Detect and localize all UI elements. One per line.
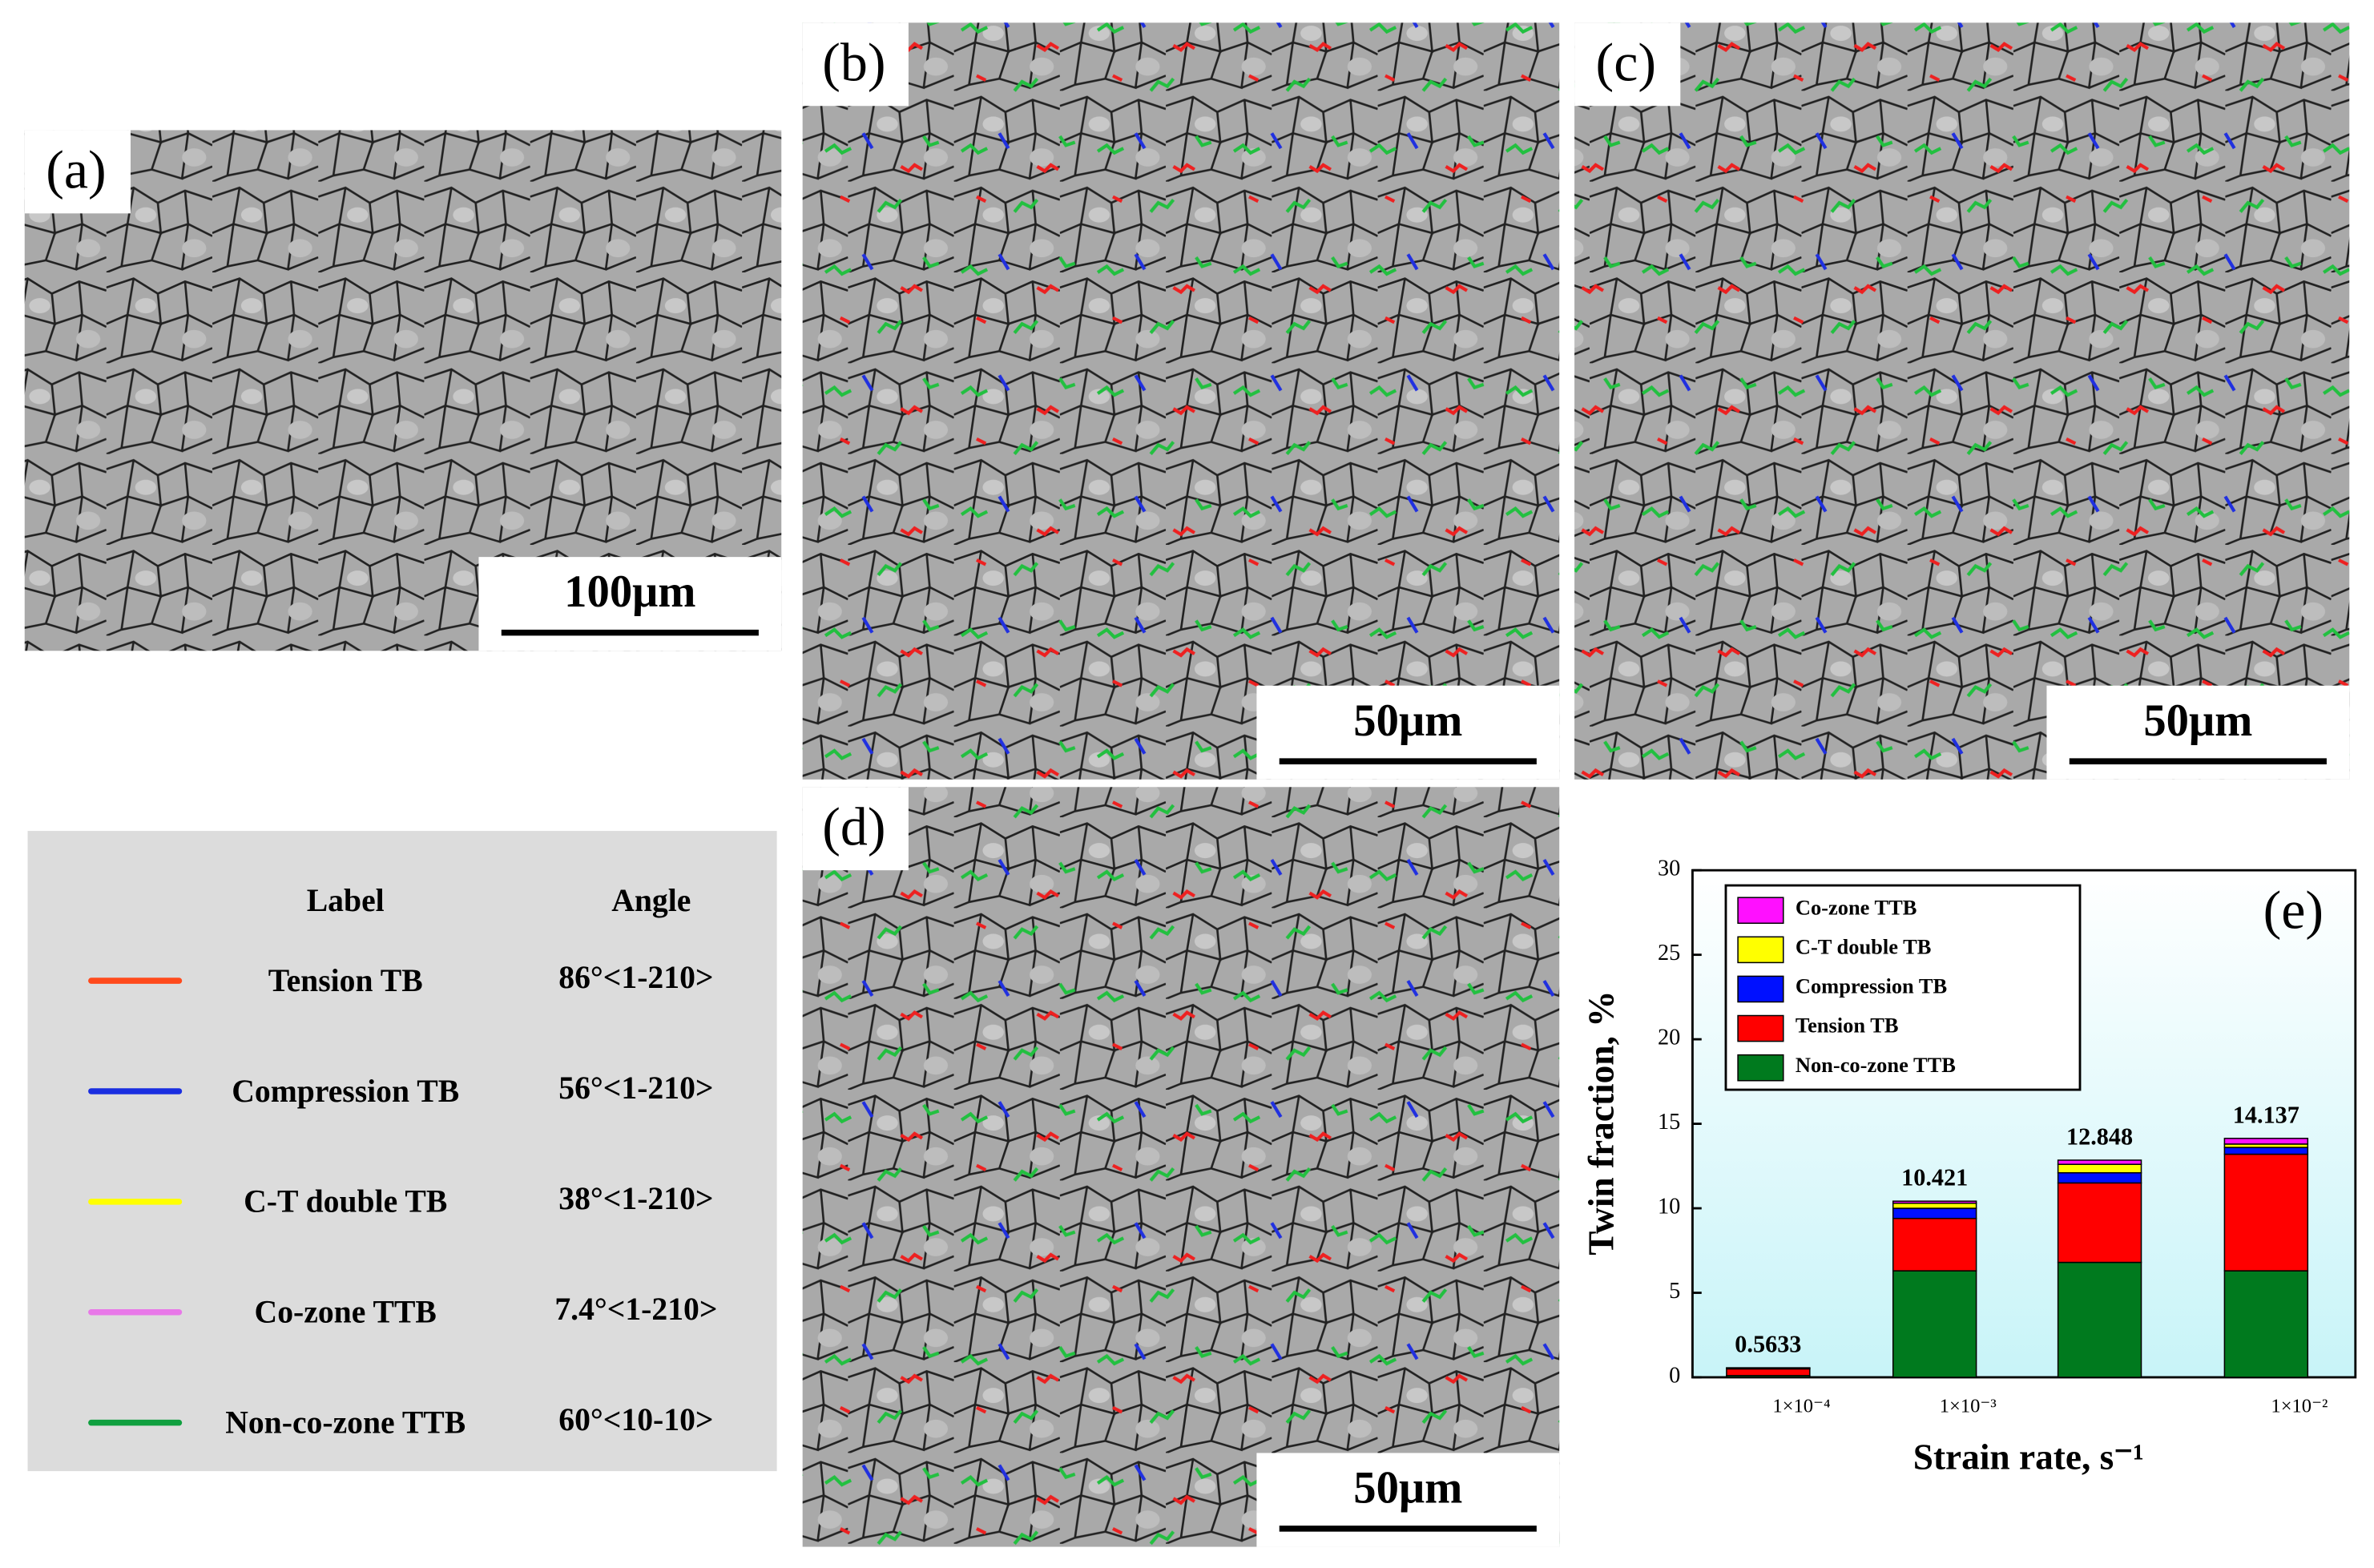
legend-table-bg [27,831,777,1472]
legend-label: Tension TB [1796,1014,1899,1038]
y-axis-label: Twin fraction, % [1581,990,1621,1255]
legend-swatch [1737,897,1784,925]
panel-label: (b) [822,32,885,93]
label-bg [1574,22,1681,107]
bar-segment [1892,1217,1977,1272]
twin-overlay [802,22,1560,780]
table-header: Angle [611,883,691,918]
legend-angle: 86°<1-210> [558,960,713,995]
label-bg [802,22,909,107]
total-label: 10.421 [1901,1164,1968,1191]
bar-segment [1726,1368,1811,1377]
bar-segment [1892,1207,1977,1219]
bar-segment [2057,1163,2142,1174]
table-header: Label [307,883,385,918]
legend-label: Compression TB [1796,974,1947,998]
y-tick-label: 10 [1658,1195,1680,1219]
panel-label: (a) [46,139,106,200]
legend-angle: 38°<1-210> [558,1181,713,1216]
legend-label: Tension TB [268,963,423,998]
y-tick-label: 15 [1658,1110,1680,1135]
x-tick-label: 1×10⁻⁴ [1772,1395,1830,1417]
y-tick-label: 5 [1669,1279,1680,1304]
scale-bar-text: 50μm [1353,696,1462,746]
scale-bar-text: 50μm [1353,1464,1462,1514]
bar-segment [2223,1147,2309,1155]
legend-label: Co-zone TTB [1796,895,1917,919]
legend-label: Compression TB [232,1074,459,1109]
bar-segment [2057,1171,2142,1184]
legend-angle: 7.4°<1-210> [554,1292,717,1327]
x-tick-label: 1×10⁻³ [1940,1395,1997,1417]
label-bg [24,130,131,214]
legend-label: Co-zone TTB [255,1295,437,1330]
total-label: 0.5633 [1735,1331,1801,1358]
x-tick-label: 1×10⁻² [2271,1395,2328,1417]
panel-label: (c) [1596,32,1656,93]
legend-swatch [1737,936,1784,964]
legend-label: Non-co-zone TTB [225,1405,466,1441]
panel-label: (e) [2263,879,2324,940]
bar-segment [2223,1270,2309,1378]
legend-angle: 56°<1-210> [558,1070,713,1106]
legend-label: Non-co-zone TTB [1796,1053,1956,1077]
scale-bar-text: 50μm [2143,696,2252,746]
twin-overlay [1574,22,2350,780]
legend-swatch [1737,1054,1784,1082]
label-bg [802,787,909,871]
y-tick-label: 0 [1669,1363,1680,1388]
legend-label: C-T double TB [244,1184,447,1219]
y-tick-label: 20 [1658,1026,1680,1050]
bar-segment [2223,1138,2309,1145]
bar-segment [2223,1153,2309,1272]
panel-label: (d) [822,796,885,857]
y-tick-label: 30 [1658,857,1680,881]
x-axis-label: Strain rate, s⁻¹ [1913,1437,2144,1477]
bar-segment [1892,1200,1977,1204]
legend-box [1724,884,2082,1091]
legend-angle: 60°<10-10> [558,1402,713,1437]
legend-label: C-T double TB [1796,934,1931,958]
bar-segment [2057,1182,2142,1264]
bar-segment [1892,1202,1977,1209]
legend-swatch [1737,975,1784,1003]
total-label: 14.137 [2233,1101,2299,1128]
total-label: 12.848 [2066,1123,2133,1150]
bar-segment [2057,1261,2142,1378]
y-tick-label: 25 [1658,941,1680,965]
twin-overlay [802,787,1560,1547]
legend-swatch [1737,1014,1784,1042]
scale-bar-text: 100μm [564,567,695,617]
bar-segment [1892,1270,1977,1378]
bar-segment [2057,1159,2142,1165]
